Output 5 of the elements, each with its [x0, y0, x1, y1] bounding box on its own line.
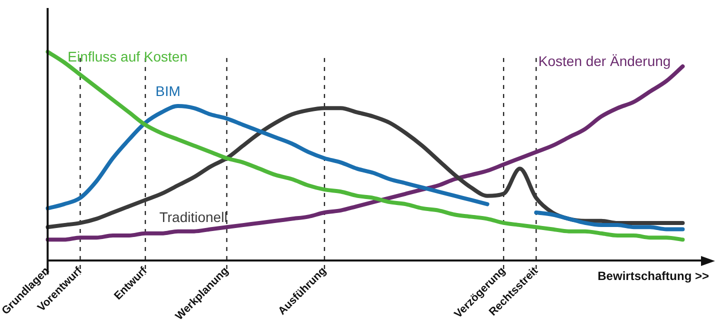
series-label: Einfluss auf Kosten [68, 48, 188, 65]
series-label: Kosten der Änderung [538, 53, 671, 70]
series-label: Traditionell [159, 208, 228, 225]
x-axis-title: Bewirtschaftung >> [598, 268, 709, 283]
series-label: BIM [155, 82, 180, 99]
